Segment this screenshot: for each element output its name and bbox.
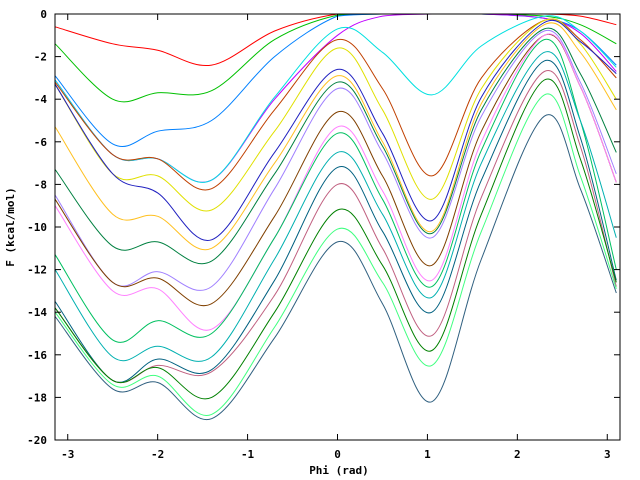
y-tick-label: -18 — [27, 391, 47, 404]
x-tick-label: 3 — [604, 448, 611, 461]
y-tick-label: 0 — [40, 8, 47, 21]
x-tick-label: -1 — [241, 448, 255, 461]
axis-ticks: -3 -2 -1 0 1 2 30-2-4-6-8-10-12-14-16-18-20 — [27, 8, 620, 461]
series-line-11 — [54, 29, 617, 291]
y-tick-label: -4 — [34, 93, 48, 106]
series-line-10 — [54, 27, 617, 265]
series-line-6 — [54, 18, 617, 191]
series-line-19 — [54, 93, 617, 416]
x-tick-label: 1 — [424, 448, 431, 461]
series-line-9 — [54, 22, 617, 251]
x-tick-label: 2 — [514, 448, 521, 461]
series-line-13 — [54, 33, 617, 331]
y-tick-label: -12 — [27, 264, 47, 277]
y-tick-label: -10 — [27, 221, 47, 234]
series-line-14 — [54, 38, 617, 343]
plot-border — [54, 13, 621, 441]
y-tick-label: -6 — [34, 136, 48, 149]
x-axis-label: Phi (rad) — [309, 464, 369, 477]
series-line-8 — [54, 20, 617, 241]
x-tick-label: -2 — [151, 448, 164, 461]
series-lines — [54, 13, 617, 421]
series-line-17 — [54, 70, 617, 384]
series-line-20 — [54, 114, 617, 421]
series-line-18 — [54, 78, 617, 400]
y-tick-label: -14 — [27, 306, 47, 319]
series-line-5 — [54, 15, 617, 183]
series-line-16 — [54, 59, 617, 383]
y-tick-label: -8 — [34, 178, 47, 191]
y-axis-label: F (kcal/mol) — [4, 187, 17, 266]
y-tick-label: -16 — [27, 349, 47, 362]
x-tick-label: -3 — [61, 448, 74, 461]
x-tick-label: 0 — [334, 448, 341, 461]
series-line-12 — [54, 33, 617, 307]
y-tick-label: -2 — [34, 51, 47, 64]
y-tick-label: -20 — [27, 434, 47, 447]
series-line-7 — [54, 18, 617, 212]
series-line-15 — [54, 51, 617, 362]
